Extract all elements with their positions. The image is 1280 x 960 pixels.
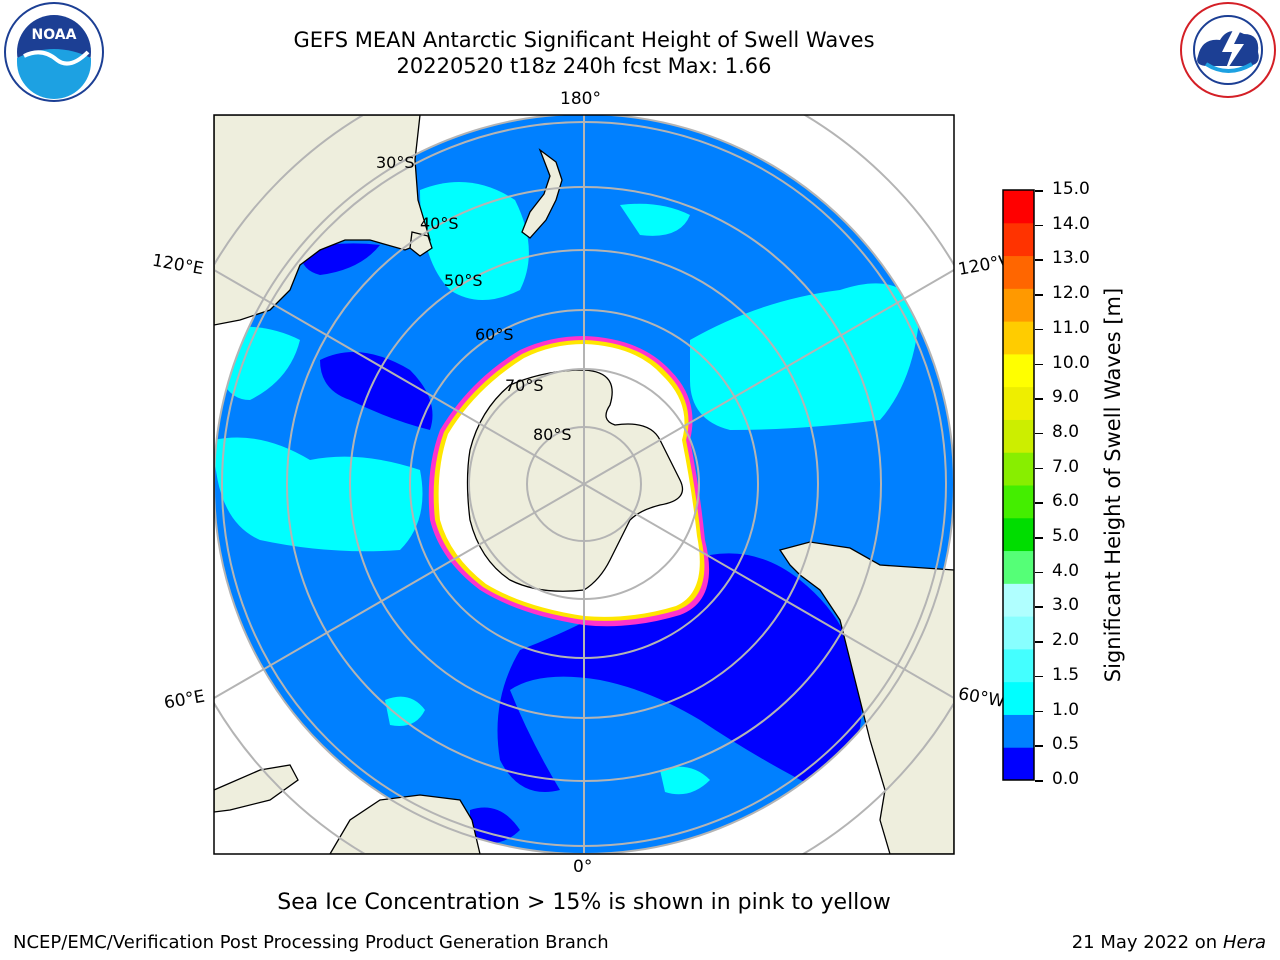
footer-credit: NCEP/EMC/Verification Post Processing Pr… — [13, 932, 609, 953]
colorbar-tick-mark — [1035, 398, 1043, 400]
lon-label-0: 0° — [573, 857, 593, 877]
colorbar-segment — [1003, 255, 1034, 289]
colorbar-segment — [1003, 222, 1034, 257]
colorbar-tick-mark — [1035, 294, 1043, 296]
lat-label-50s: 50°S — [444, 271, 483, 290]
lon-label-180: 180° — [560, 89, 601, 109]
colorbar-segment — [1003, 353, 1034, 388]
colorbar-tick-mark — [1035, 224, 1043, 227]
colorbar-tick-label: 2.0 — [1052, 630, 1080, 651]
colorbar-tick-label: 1.0 — [1052, 699, 1080, 720]
lat-label-40s: 40°S — [420, 214, 459, 233]
map-subtitle: 20220520 t18z 240h fcst Max: 1.66 — [396, 54, 772, 78]
colorbar-tick-mark — [1035, 537, 1043, 539]
colorbar-tick-mark — [1035, 710, 1043, 713]
map-title: GEFS MEAN Antarctic Significant Height o… — [293, 28, 875, 52]
colorbar-tick-label: 12.0 — [1052, 283, 1090, 304]
colorbar-segment — [1003, 288, 1034, 322]
land-antarctica — [466, 369, 684, 592]
swell-region-tasman — [420, 182, 529, 300]
swell-region-small-3 — [660, 766, 710, 795]
lat-label-80s: 80°S — [533, 425, 572, 444]
colorbar-tick-mark — [1035, 675, 1043, 678]
map-frame — [213, 114, 955, 855]
colorbar-tick-label: 13.0 — [1052, 248, 1090, 269]
swell-region-indian — [214, 437, 423, 552]
noaa-logo-text: NOAA — [32, 27, 77, 43]
colorbar-tick-label: 5.0 — [1052, 526, 1080, 547]
colorbar-tick-mark — [1035, 259, 1043, 261]
colorbar-tick-label: 15.0 — [1052, 179, 1090, 199]
colorbar-tick-label: 8.0 — [1052, 421, 1080, 442]
swell-region-small-2 — [385, 696, 425, 726]
land-new-zealand — [521, 148, 563, 239]
colorbar-tick-label: 0.5 — [1052, 734, 1080, 755]
colorbar-segment — [1003, 386, 1034, 420]
colorbar-segment — [1003, 190, 1034, 224]
colorbar-tick-mark — [1035, 467, 1043, 470]
colorbar-tick-label: 9.0 — [1052, 387, 1080, 408]
colorbar-tick-mark — [1035, 328, 1043, 331]
colorbar-tick-mark — [1035, 745, 1043, 747]
land-australia — [214, 115, 431, 326]
colorbar-segment — [1003, 419, 1034, 453]
footer-date: 21 May 2022 on Hera — [1072, 932, 1266, 953]
land-madagascar — [214, 764, 299, 813]
calm-region-south-atlantic — [470, 807, 520, 844]
colorbar-tick-mark — [1035, 780, 1043, 782]
colorbar-segment — [1003, 517, 1034, 552]
colorbar-segment — [1003, 747, 1034, 781]
calm-region-atlantic — [497, 553, 862, 792]
colorbar-segment — [1003, 681, 1034, 715]
lat-label-70s: 70°S — [505, 376, 544, 395]
colorbar-tick-label: 14.0 — [1052, 213, 1090, 234]
colorbar-segment — [1003, 616, 1034, 650]
colorbar-tick-mark — [1035, 432, 1043, 435]
colorbar-segment — [1003, 714, 1034, 748]
colorbar-label: Significant Height of Swell Waves [m] — [1101, 287, 1125, 683]
colorbar-tick-mark — [1035, 502, 1043, 504]
colorbar-tick-label: 6.0 — [1052, 491, 1080, 512]
colorbar-segment — [1003, 452, 1034, 486]
colorbar-tick-label: 4.0 — [1052, 560, 1080, 581]
colorbar-tick-label: 11.0 — [1052, 317, 1090, 338]
footer-date-text: 21 May 2022 on — [1071, 932, 1218, 953]
colorbar-tick-label: 1.5 — [1052, 664, 1080, 685]
colorbar-tick-label: 3.0 — [1052, 595, 1080, 616]
colorbar-segment — [1003, 550, 1034, 584]
calm-region-south-australia — [320, 352, 433, 430]
footer-host: Hera — [1222, 932, 1266, 953]
colorbar-tick-mark — [1035, 571, 1043, 574]
colorbar-segment — [1003, 321, 1034, 355]
noaa-logo-icon: NOAA — [4, 2, 104, 102]
colorbar-segment — [1003, 583, 1034, 617]
swell-region-small-1 — [620, 203, 690, 236]
lat-label-60s: 60°S — [475, 325, 514, 344]
land-tasmania — [409, 231, 433, 257]
colorbar-tick-label: 7.0 — [1052, 456, 1080, 477]
nws-logo-icon — [1180, 2, 1276, 98]
lat-label-30s: 30°S — [376, 153, 415, 172]
colorbar — [1002, 189, 1035, 781]
colorbar-tick-mark — [1035, 190, 1043, 192]
land-africa — [329, 794, 481, 854]
colorbar-segment — [1003, 648, 1034, 683]
colorbar-tick-mark — [1035, 363, 1043, 366]
colorbar-tick-mark — [1035, 606, 1043, 608]
colorbar-tick-mark — [1035, 641, 1043, 643]
graticule — [214, 115, 954, 854]
colorbar-segment — [1003, 485, 1034, 519]
colorbar-tick-label: 0.0 — [1052, 769, 1080, 789]
calm-region-bight — [300, 243, 380, 275]
sea-ice-note: Sea Ice Concentration > 15% is shown in … — [277, 890, 891, 915]
colorbar-tick-label: 10.0 — [1052, 352, 1090, 373]
